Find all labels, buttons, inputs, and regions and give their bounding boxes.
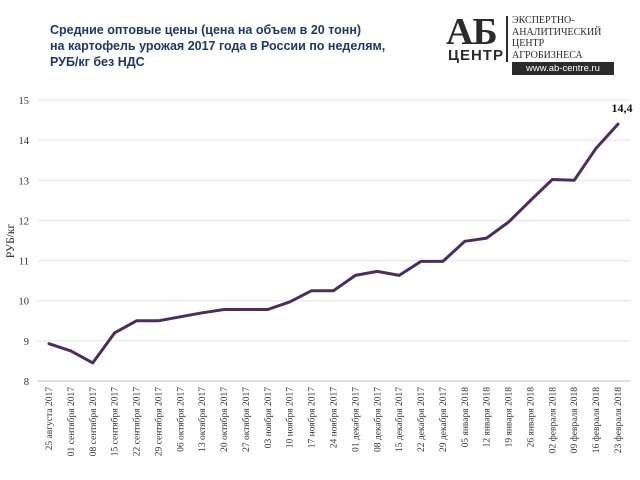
x-tick-label: 15 сентября 2017 xyxy=(110,387,121,456)
data-point xyxy=(463,240,467,243)
data-point xyxy=(200,311,204,314)
logo-url: www.ab-centre.ru xyxy=(512,62,614,75)
x-tick-label: 17 ноября 2017 xyxy=(307,387,318,448)
series-group xyxy=(47,122,620,365)
logo-divider xyxy=(506,16,508,62)
x-tick-label: 29 декабря 2017 xyxy=(438,387,449,452)
data-point xyxy=(332,289,335,292)
y-tick-label: 10 xyxy=(19,297,30,308)
logo-caption-line-2: АНАЛИТИЧЕСКИЙ xyxy=(512,26,602,38)
data-point xyxy=(157,319,160,322)
x-axis-ticks: 25 августа 2017 01 сентября 2017 08 сентяб… xyxy=(45,387,624,456)
data-point xyxy=(441,260,445,263)
data-point xyxy=(135,319,138,322)
logo-mark-ab: АБ xyxy=(446,11,498,53)
x-tick-label: 01 сентября 2017 xyxy=(66,387,77,456)
x-tick-label: 20 октября 2017 xyxy=(219,387,230,452)
data-point xyxy=(551,178,554,181)
logo-mark-centr: ЦЕНТР xyxy=(448,47,504,64)
data-point xyxy=(397,274,401,277)
x-tick-label: 25 августа 2017 xyxy=(45,387,55,451)
data-point xyxy=(266,308,270,311)
y-tick-label: 13 xyxy=(19,176,30,187)
chart-title-line-3: РУБ/кг без НДС xyxy=(50,55,145,69)
data-point xyxy=(573,179,576,182)
x-tick-label: 27 октября 2017 xyxy=(241,387,252,452)
x-tick-label: 01 декабря 2017 xyxy=(350,387,361,452)
data-point xyxy=(179,315,182,318)
data-point xyxy=(113,331,116,335)
data-point xyxy=(616,122,620,126)
x-tick-label: 24 ноября 2017 xyxy=(329,387,340,448)
y-tick-label: 9 xyxy=(24,337,29,348)
data-point xyxy=(288,300,291,304)
ab-centre-logo: АБ ЦЕНТР ЭКСПЕРТНО- АНАЛИТИЧЕСКИЙ ЦЕНТР … xyxy=(446,11,616,75)
data-point xyxy=(507,220,510,224)
x-tick-label: 08 сентября 2017 xyxy=(88,387,99,456)
data-point xyxy=(594,146,598,150)
x-tick-label: 23 февраля 2018 xyxy=(613,387,624,454)
data-labels: 14,4 xyxy=(612,101,633,115)
logo-caption-line-3: ЦЕНТР xyxy=(512,38,545,49)
logo-caption-line-4: АГРОБИЗНЕСА xyxy=(512,49,583,61)
y-axis-label: РУБ/кг xyxy=(5,224,17,259)
x-tick-label: 16 февраля 2018 xyxy=(591,387,602,454)
y-tick-label: 11 xyxy=(19,257,29,268)
x-tick-label: 13 октября 2017 xyxy=(197,387,208,452)
data-point xyxy=(485,236,488,240)
data-point xyxy=(529,199,532,202)
y-axis-ticks: 8 9 10 11 12 13 14 15 xyxy=(19,96,30,388)
chart-title-line-2: на картофель урожая 2017 года в России п… xyxy=(50,39,386,53)
data-point xyxy=(244,308,248,311)
x-tick-label: 09 февраля 2018 xyxy=(569,387,580,454)
y-tick-label: 8 xyxy=(24,377,29,388)
x-tick-label: 26 января 2018 xyxy=(526,387,536,448)
data-point xyxy=(376,270,379,273)
data-point xyxy=(222,308,226,311)
x-tick-label: 03 ноября 2017 xyxy=(263,387,274,448)
data-point xyxy=(310,289,313,292)
x-tick-label: 15 декабря 2017 xyxy=(394,387,405,452)
x-tick-label: 10 ноября 2017 xyxy=(285,387,296,448)
data-point xyxy=(47,342,51,345)
logo-caption: ЭКСПЕРТНО- АНАЛИТИЧЕСКИЙ ЦЕНТР АГРОБИЗНЕ… xyxy=(512,15,601,61)
gridlines xyxy=(38,99,630,382)
x-tick-label: 12 января 2018 xyxy=(483,387,493,448)
x-tick-label: 22 декабря 2017 xyxy=(416,387,427,452)
chart-title-line-1: Средние оптовые цены (цена на объем в 20… xyxy=(50,23,362,37)
x-tick-label: 22 сентября 2017 xyxy=(132,387,143,456)
data-label: 14,4 xyxy=(612,101,633,115)
data-point xyxy=(91,361,94,365)
y-tick-label: 15 xyxy=(19,96,30,107)
data-point xyxy=(419,260,423,263)
x-tick-label: 05 января 2018 xyxy=(461,387,471,448)
x-tick-label: 29 сентября 2017 xyxy=(153,387,164,456)
series-line xyxy=(47,122,620,365)
y-tick-label: 12 xyxy=(19,216,30,227)
data-point xyxy=(69,349,73,353)
x-tick-label: 08 декабря 2017 xyxy=(372,387,383,452)
x-tick-label: 02 февраля 2018 xyxy=(547,387,558,454)
x-tick-label: 06 октября 2017 xyxy=(175,387,186,452)
chart-title: Средние оптовые цены (цена на объем в 20… xyxy=(50,22,410,70)
data-point xyxy=(354,274,357,277)
x-tick-label: 19 января 2018 xyxy=(505,387,515,448)
y-tick-label: 14 xyxy=(19,136,30,147)
logo-caption-line-1: ЭКСПЕРТНО- xyxy=(512,15,575,26)
